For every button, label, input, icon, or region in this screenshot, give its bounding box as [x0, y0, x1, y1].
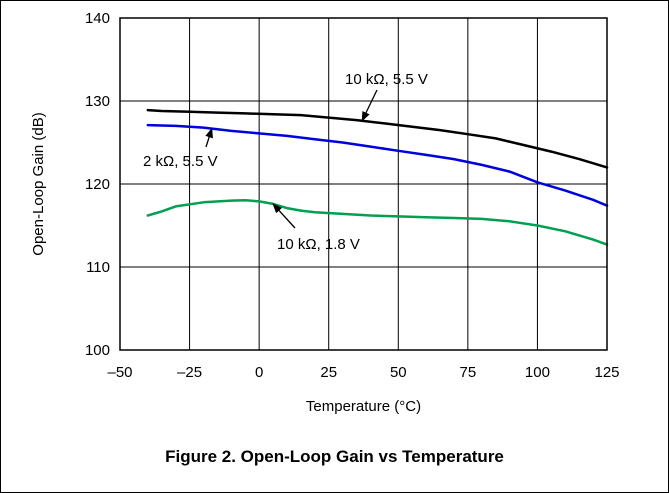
series-line-1: [146, 123, 609, 207]
x-tick-label: 100: [525, 364, 550, 381]
series-annotations: 10 kΩ, 5.5 V 2 kΩ, 5.5 V 10 kΩ, 1.8 V: [143, 71, 428, 253]
x-tick-label: 75: [460, 364, 477, 381]
x-tick-label: 50: [390, 364, 407, 381]
y-tick-label: 120: [85, 176, 110, 193]
series-line-2: [146, 198, 609, 246]
x-axis-title: Temperature (°C): [306, 398, 421, 415]
series-label: 10 kΩ, 1.8 V: [277, 236, 360, 253]
annotation-arrow: [205, 127, 213, 148]
x-tick-label: –25: [177, 364, 202, 381]
y-tick-label: 100: [85, 342, 110, 359]
x-tick-label: –50: [107, 364, 132, 381]
grid: [120, 18, 607, 350]
y-tick-label: 110: [86, 259, 110, 276]
x-tick-label: 125: [594, 364, 619, 381]
series-line-0: [146, 108, 609, 169]
series-lines: [146, 108, 609, 246]
tick-labels: –50 –25 0 25 50 75 100 125 100 110 120 130 140: [85, 10, 620, 381]
annotation-arrow: [272, 203, 296, 229]
series-label: 2 kΩ, 5.5 V: [143, 153, 218, 170]
y-axis-title: Open-Loop Gain (dB): [30, 112, 47, 255]
x-tick-label: 25: [320, 364, 337, 381]
x-tick-label: 0: [255, 364, 263, 381]
open-loop-gain-chart: 10 kΩ, 5.5 V2 kΩ, 5.5 V10 kΩ, 1.8 V –50–…: [30, 10, 620, 415]
annotation-arrow: [361, 89, 378, 122]
y-tick-label: 130: [85, 93, 110, 110]
y-tick-label: 140: [85, 10, 110, 27]
figure-caption: Figure 2. Open-Loop Gain vs Temperature: [165, 447, 504, 466]
plot-area-border: [119, 17, 608, 351]
series-label: 10 kΩ, 5.5 V: [345, 71, 428, 88]
